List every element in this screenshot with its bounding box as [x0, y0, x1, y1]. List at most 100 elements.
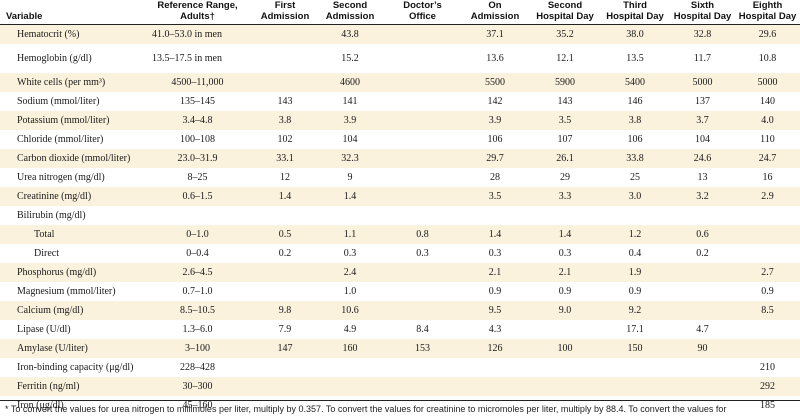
table-row: Potassium (mmol/liter) 3.4–4.8 3.8 3.9 3.9 3.…	[0, 111, 800, 130]
lab-value	[735, 225, 800, 244]
table-row: Sodium (mmol/liter) 135–145 143 141 142 143 14…	[0, 92, 800, 111]
lab-value: 5900	[530, 73, 600, 92]
column-header: Doctor’s Office	[385, 0, 460, 25]
lab-value: 5500	[460, 73, 530, 92]
lab-value: 0.2	[696, 248, 709, 259]
lab-value: 3.9	[460, 111, 530, 130]
column-header-line1: Sixth	[690, 0, 715, 11]
lab-value	[670, 358, 735, 377]
lab-value: 106	[487, 134, 503, 145]
reference-range: 1.3–6.0	[182, 324, 213, 335]
variable-name: Iron (μg/dl)	[17, 400, 64, 411]
lab-value: 29	[560, 172, 570, 183]
lab-value	[460, 206, 530, 225]
table-row: Calcium (mg/dl) 8.5–10.5 9.8 10.6 9.5 9.0 9.2 8…	[0, 301, 800, 320]
lab-value: 0.6	[670, 225, 735, 244]
lab-value: 4.3	[488, 324, 502, 335]
table-row: Carbon dioxide (mmol/liter) 23.0–31.9 33.1…	[0, 149, 800, 168]
variable-name: Ferritin (ng/ml)	[0, 377, 140, 396]
lab-value	[670, 282, 735, 301]
lab-value: 13.6	[486, 53, 504, 64]
lab-value: 90	[670, 339, 735, 358]
lab-value	[735, 206, 800, 225]
lab-value: 11.7	[693, 53, 712, 64]
lab-value: 38.0	[600, 24, 670, 44]
lab-value	[385, 44, 460, 73]
column-header-line2: Variable	[6, 11, 43, 22]
variable-name: Direct	[34, 248, 59, 259]
lab-value: 9.8	[255, 301, 315, 320]
lab-value: 1.4	[460, 225, 530, 244]
lab-value: 141	[342, 96, 358, 107]
header-row: Variable Reference Range, Adults† First Admi…	[0, 0, 800, 25]
lab-value	[670, 301, 735, 320]
lab-value: 0.9	[628, 286, 642, 297]
footnote: * To convert the values for urea nitroge…	[5, 404, 727, 414]
lab-value: 9.2	[600, 301, 670, 320]
table-row: Chloride (mmol/liter) 100–108 102 104 106 107…	[0, 130, 800, 149]
variable-name: White cells (per mm³)	[0, 73, 140, 92]
lab-value: 33.8	[600, 149, 670, 168]
lab-value: 2.9	[735, 187, 800, 206]
lab-value: 5400	[600, 73, 670, 92]
lab-value: 3.8	[600, 111, 670, 130]
table-row: Bilirubin (mg/dl)	[0, 206, 800, 225]
lab-value: 0.5	[255, 225, 315, 244]
lab-value: 35.2	[530, 24, 600, 44]
lab-value: 0.9	[488, 286, 502, 297]
table-row: Phosphorus (mg/dl) 2.6–4.5 2.4 2.1 2.1 1.9 2.7	[0, 263, 800, 282]
lab-value: 3.9	[315, 111, 385, 130]
lab-value: 0.3	[558, 248, 572, 259]
lab-value: 29.6	[735, 24, 800, 44]
lab-value	[385, 149, 460, 168]
column-header: Second Admission	[315, 0, 385, 25]
reference-range: 13.5–17.5 in men	[152, 53, 222, 64]
table-row: Direct 0–0.4 0.2 0.3 0.3 0.3 0.3 0.4 0.2	[0, 244, 800, 263]
lab-value: 13.5	[626, 53, 644, 64]
lab-value: 5000	[670, 73, 735, 92]
column-header: Second Hospital Day	[530, 0, 600, 25]
lab-value: 0.3	[416, 248, 429, 259]
lab-value: 8.4	[416, 324, 429, 335]
variable-name: Potassium (mmol/liter)	[0, 111, 140, 130]
lab-value	[530, 377, 600, 396]
column-header: Sixth Hospital Day	[670, 0, 735, 25]
lab-value: 104	[695, 134, 710, 145]
lab-value: 9.0	[530, 301, 600, 320]
lab-value: 1.9	[600, 263, 670, 282]
lab-value: 37.1	[460, 24, 530, 44]
lab-value	[735, 320, 800, 339]
table-row: Magnesium (mmol/liter) 0.7–1.0 1.0 0.9 0.9 0.…	[0, 282, 800, 301]
lab-value: 142	[487, 96, 503, 107]
lab-value: 4.7	[696, 324, 709, 335]
column-header-line2: Admission	[470, 11, 520, 22]
lab-value	[255, 282, 315, 301]
column-header-line2: Office	[409, 11, 436, 22]
table-row: Ferritin (ng/ml) 30–300 292	[0, 377, 800, 396]
variable-name: Sodium (mmol/liter)	[17, 96, 100, 107]
lab-value: 2.7	[735, 263, 800, 282]
lab-value: 33.1	[255, 149, 315, 168]
lab-value: 4.0	[735, 111, 800, 130]
lab-value: 185	[760, 400, 775, 411]
variable-name: Urea nitrogen (mg/dl)	[17, 172, 105, 183]
column-header-line2: Hospital Day	[536, 11, 594, 22]
table-row: Lipase (U/dl) 1.3–6.0 7.9 4.9 8.4 4.3 17.1 4.7	[0, 320, 800, 339]
reference-range: 8.5–10.5	[140, 301, 255, 320]
column-header: Eighth Hospital Day	[735, 0, 800, 25]
lab-value: 2.1	[530, 263, 600, 282]
lab-value: 9	[347, 172, 353, 183]
lab-value: 12	[280, 172, 290, 183]
lab-value	[255, 44, 315, 73]
lab-value	[255, 73, 315, 92]
lab-value	[600, 377, 670, 396]
column-header-line1: Third	[623, 0, 647, 11]
column-header-line2: Adults†	[180, 11, 215, 22]
variable-name: Bilirubin (mg/dl)	[17, 210, 86, 221]
table-header: Variable Reference Range, Adults† First Admi…	[0, 0, 800, 25]
lab-value: 0.9	[558, 286, 572, 297]
variable-name: Magnesium (mmol/liter)	[17, 286, 116, 297]
reference-range: 0–1.0	[140, 225, 255, 244]
lab-value	[385, 24, 460, 44]
